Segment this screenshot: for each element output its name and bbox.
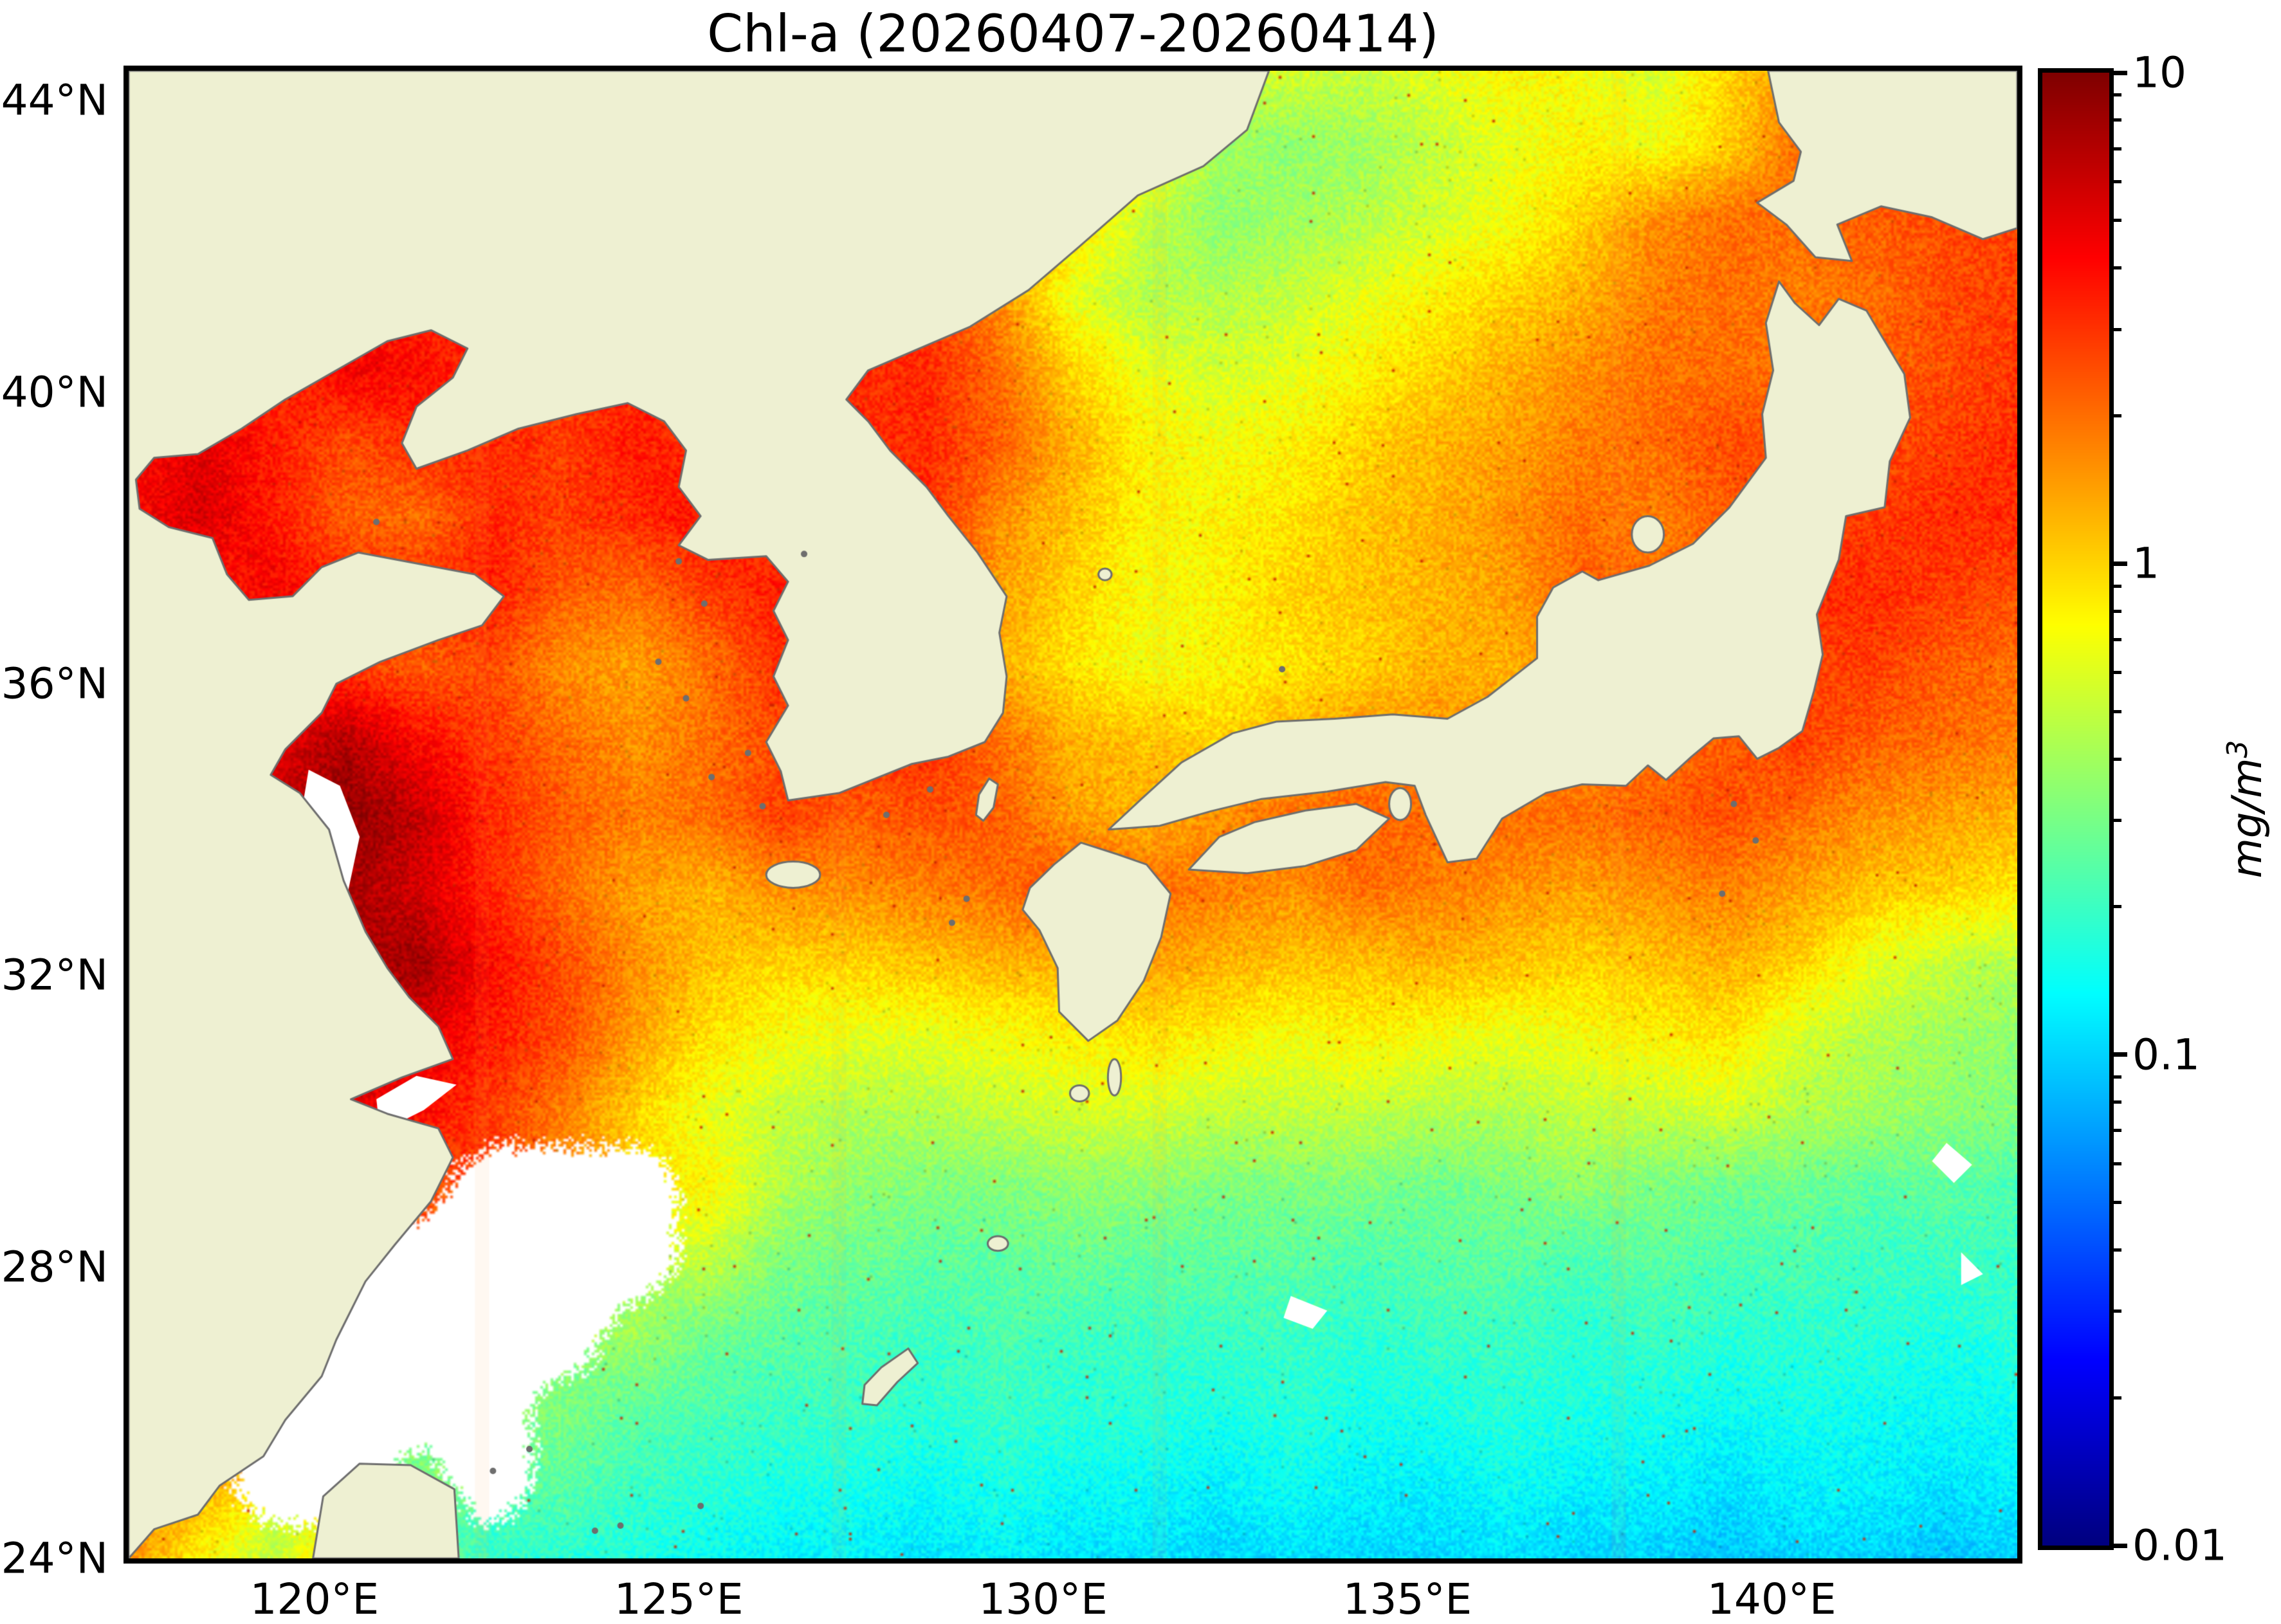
colorbar-minor-tick-7: [2112, 147, 2121, 151]
x-tick-label-140: 140°E: [1707, 1574, 1837, 1624]
colorbar-minor-tick-8: [2112, 118, 2121, 122]
y-tick-label-44: 44°N: [1, 76, 108, 125]
colorbar-gradient-canvas: [2042, 73, 2109, 1546]
y-tick-label-24: 24°N: [1, 1534, 108, 1583]
colorbar-major-tick-0.01: [2112, 1544, 2127, 1548]
colorbar-minor-tick-0.05: [2112, 1201, 2121, 1204]
colorbar-minor-tick-0.6000000000000001: [2112, 671, 2121, 674]
colorbar-minor-tick-0.7000000000000001: [2112, 638, 2121, 641]
colorbar-minor-tick-0.9: [2112, 585, 2121, 588]
colorbar-minor-tick-9: [2112, 93, 2121, 96]
colorbar-major-tick-10: [2112, 71, 2127, 75]
x-tick-label-120: 120°E: [250, 1574, 379, 1624]
colorbar-minor-tick-0.2: [2112, 905, 2121, 908]
colorbar-minor-tick-0.8: [2112, 610, 2121, 613]
colorbar-unit-exponent: 3: [2221, 740, 2254, 758]
colorbar: [2038, 68, 2114, 1550]
colorbar-minor-tick-0.5: [2112, 710, 2121, 713]
y-tick-label-36: 36°N: [1, 659, 108, 709]
colorbar-minor-tick-0.04: [2112, 1248, 2121, 1252]
x-tick-label-125: 125°E: [614, 1574, 744, 1624]
colorbar-minor-tick-0.07: [2112, 1129, 2121, 1132]
figure: Chl-a (20260407-20260414) 120°E 125°E 130°…: [0, 0, 2281, 1621]
colorbar-tick-label-10: 10: [2132, 48, 2186, 98]
chl-map-canvas: [129, 71, 2017, 1558]
y-tick-label-28: 28°N: [1, 1242, 108, 1291]
map-plot-area: [124, 66, 2022, 1564]
colorbar-major-tick-0.1: [2112, 1052, 2127, 1057]
colorbar-minor-tick-2: [2112, 414, 2121, 417]
colorbar-minor-tick-0.08: [2112, 1100, 2121, 1104]
colorbar-minor-tick-0.06: [2112, 1162, 2121, 1165]
colorbar-minor-tick-4: [2112, 266, 2121, 269]
colorbar-unit-label: mg/m3: [2221, 740, 2271, 879]
colorbar-minor-tick-3: [2112, 328, 2121, 331]
colorbar-minor-tick-5: [2112, 219, 2121, 222]
colorbar-minor-tick-0.09: [2112, 1075, 2121, 1079]
colorbar-tick-label-0.01: 0.01: [2132, 1521, 2227, 1571]
x-tick-label-135: 135°E: [1343, 1574, 1472, 1624]
y-tick-label-32: 32°N: [1, 951, 108, 1000]
colorbar-unit-base: mg/m: [2224, 758, 2271, 879]
y-tick-label-40: 40°N: [1, 367, 108, 417]
colorbar-minor-tick-6: [2112, 180, 2121, 183]
colorbar-minor-tick-0.03: [2112, 1309, 2121, 1313]
colorbar-minor-tick-0.02: [2112, 1396, 2121, 1400]
colorbar-tick-label-1: 1: [2132, 539, 2159, 588]
colorbar-minor-tick-0.30000000000000004: [2112, 819, 2121, 822]
colorbar-major-tick-1: [2112, 561, 2127, 566]
colorbar-minor-tick-0.4: [2112, 758, 2121, 761]
colorbar-tick-label-0.1: 0.1: [2132, 1030, 2200, 1079]
page-title: Chl-a (20260407-20260414): [707, 4, 1439, 64]
x-tick-label-130: 130°E: [978, 1574, 1108, 1624]
